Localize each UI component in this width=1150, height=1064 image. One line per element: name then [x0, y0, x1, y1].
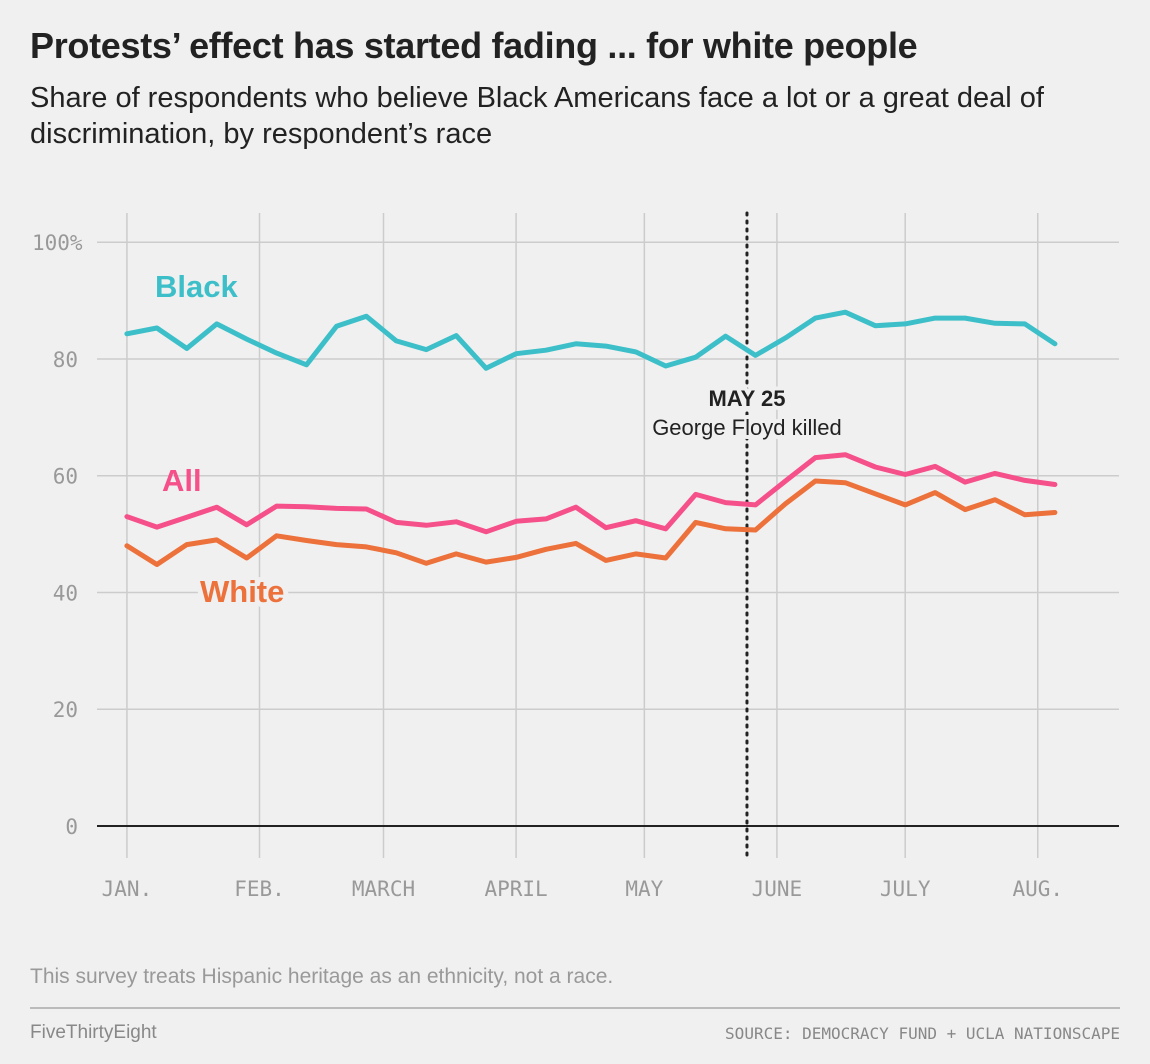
x-tick-label: JUNE [752, 877, 803, 901]
x-tick-label: JULY [880, 877, 931, 901]
series-line-white [124, 478, 1058, 567]
series-label-halo: White [200, 574, 284, 609]
y-tick-label: 0 [65, 815, 78, 839]
annotation-text: George Floyd killed [652, 415, 842, 440]
annotation-text-halo: George Floyd killed [652, 415, 842, 440]
series-line-all [124, 452, 1058, 535]
series-label-all: All [162, 463, 202, 498]
y-tick-label: 100% [32, 231, 83, 255]
annotation-heading-halo: MAY 25 [708, 386, 785, 411]
x-tick-label: APRIL [484, 877, 547, 901]
footnote: This survey treats Hispanic heritage as … [30, 965, 614, 988]
x-tick-label: AUG. [1012, 877, 1063, 901]
annotation-heading: MAY 25 [708, 386, 785, 411]
series-label-white: White [200, 574, 284, 609]
y-tick-label: 20 [53, 698, 78, 722]
brand-name: FiveThirtyEight [30, 1022, 157, 1043]
chart-title: Protests’ effect has started fading ... … [30, 25, 918, 66]
x-tick-label: MARCH [352, 877, 415, 901]
y-tick-label: 80 [53, 348, 78, 372]
x-tick-label: MAY [625, 877, 663, 901]
chart-subtitle: Share of respondents who believe Black A… [30, 82, 1044, 150]
x-axis-tick-labels: JAN. FEB. MARCH APRIL MAY JUNE JULY AUG. [102, 877, 1063, 901]
series-line-black [124, 309, 1058, 371]
vertical-gridlines [126, 213, 1039, 858]
series-lines [124, 309, 1058, 567]
horizontal-gridlines [97, 241, 1119, 710]
x-tick-label: JAN. [102, 877, 153, 901]
x-tick-label: FEB. [234, 877, 285, 901]
footer-divider [30, 1007, 1120, 1009]
source-credit: SOURCE: DEMOCRACY FUND + UCLA NATIONSCAP… [725, 1024, 1120, 1043]
y-axis-tick-labels: 0 20 40 60 80 100% [32, 231, 83, 839]
y-tick-label: 40 [53, 581, 78, 605]
series-label-black: Black [155, 269, 238, 304]
y-tick-label: 60 [53, 465, 78, 489]
